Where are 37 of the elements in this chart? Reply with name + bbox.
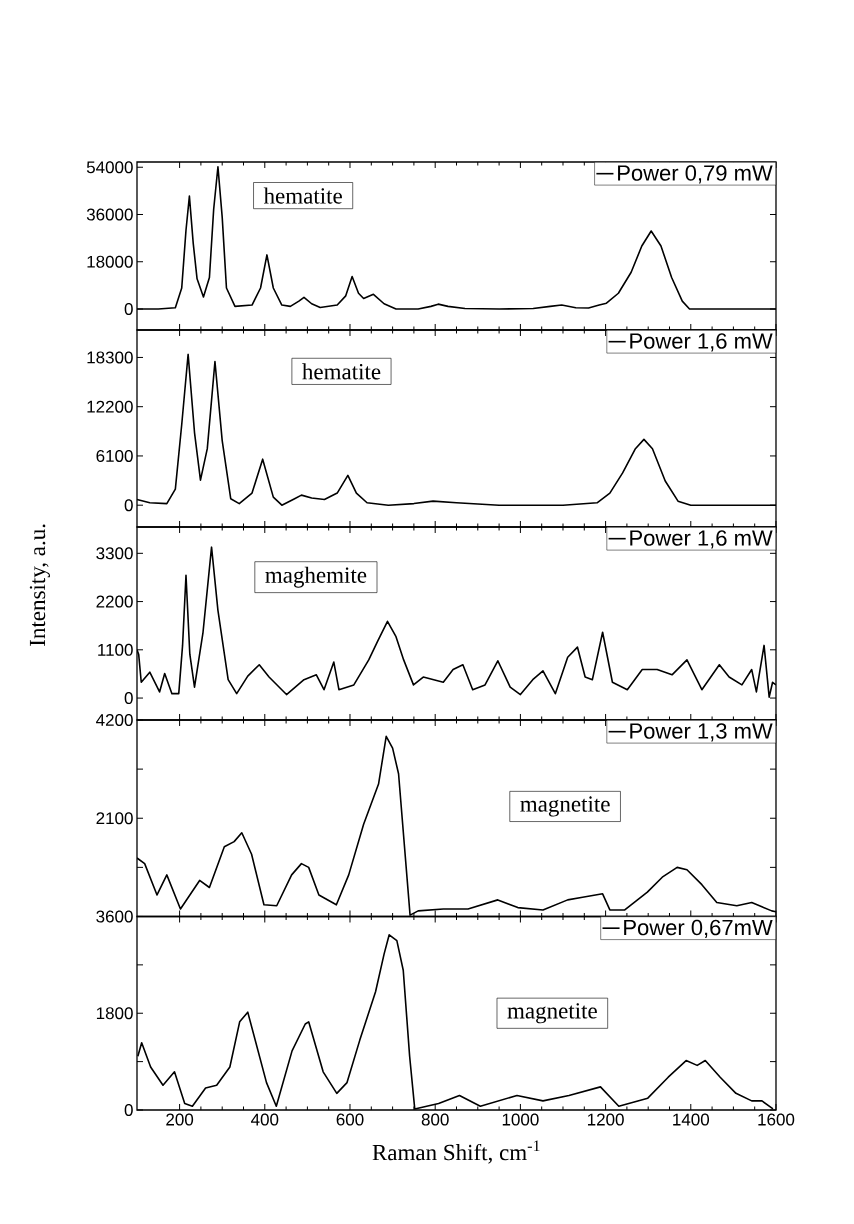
annotation: magnetite [507,1003,597,1024]
y-tick-label: 54000 [86,161,133,174]
y-tick-label: 0 [124,1103,133,1117]
y-tick-label: 3300 [96,547,133,560]
x-tick-label: 400 [251,1113,279,1126]
annotation: maghemite [265,566,367,588]
y-tick-label: 18000 [87,255,133,268]
x-axis-title: Raman Shift, cm$^{-1}$ [372,1140,540,1164]
y-tick-label: 0 [124,499,133,512]
y-tick-label: 6100 [96,449,133,462]
y-tick-label: 4200 [96,713,133,727]
x-tick-label: 1600 [758,1113,795,1126]
y-tick-label: 0 [124,692,133,705]
x-tick-label: 1000 [502,1113,539,1126]
annotation: magnetite [520,796,610,817]
y-tick-label: 18300 [87,351,133,364]
annotation: hematite [302,363,381,380]
legend-label: Power 0,79 mW [618,165,773,184]
x-tick-label: 600 [336,1113,364,1126]
y-tick-label: 3600 [96,910,133,923]
x-tick-label: 1400 [673,1113,710,1126]
y-tick-label: 12200 [87,400,133,413]
y-tick-label: 36000 [86,208,133,221]
legend-label: Power 1,6 mW [630,333,773,352]
annotation: hematite [263,187,342,204]
y-tick-label: 2200 [96,595,133,608]
legend-label: Power 1,6 mW [630,530,773,549]
legend-label: Power 0,67mW [624,919,773,938]
x-tick-label: 800 [421,1113,449,1126]
y-axis-title: Intensity, a.u. [29,524,50,646]
x-tick-label: 1200 [587,1113,624,1126]
y-tick-label: 0 [124,302,133,316]
y-tick-label: 1100 [98,643,133,656]
y-tick-label: 1800 [96,1007,133,1020]
legend-label: Power 1,3 mW [630,723,773,742]
x-tick-label: 200 [166,1113,194,1126]
y-tick-label: 2100 [96,812,133,825]
